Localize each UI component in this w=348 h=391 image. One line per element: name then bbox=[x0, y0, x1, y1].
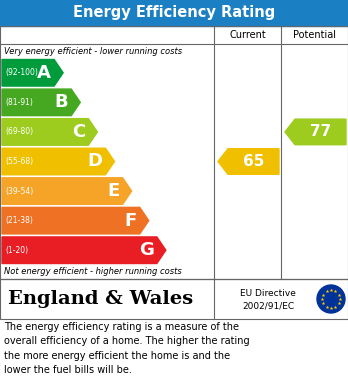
Circle shape bbox=[317, 285, 345, 313]
Text: 65: 65 bbox=[243, 154, 264, 169]
Text: Potential: Potential bbox=[293, 30, 336, 40]
Text: Very energy efficient - lower running costs: Very energy efficient - lower running co… bbox=[4, 47, 182, 56]
Polygon shape bbox=[2, 118, 97, 145]
Text: D: D bbox=[87, 152, 103, 170]
Text: A: A bbox=[37, 64, 51, 82]
Text: England & Wales: England & Wales bbox=[8, 290, 193, 308]
Text: 77: 77 bbox=[310, 124, 331, 140]
Text: (21-38): (21-38) bbox=[5, 216, 33, 225]
Polygon shape bbox=[2, 207, 149, 234]
Text: G: G bbox=[139, 241, 154, 259]
Polygon shape bbox=[218, 149, 279, 174]
Text: (92-100): (92-100) bbox=[5, 68, 38, 77]
Text: EU Directive: EU Directive bbox=[240, 289, 296, 298]
Bar bbox=[0, 26, 348, 279]
Polygon shape bbox=[2, 178, 132, 204]
Text: Energy Efficiency Rating: Energy Efficiency Rating bbox=[73, 5, 275, 20]
Polygon shape bbox=[2, 237, 166, 264]
Text: Current: Current bbox=[229, 30, 266, 40]
Text: (1-20): (1-20) bbox=[5, 246, 28, 255]
Bar bbox=[0, 279, 348, 319]
Text: 2002/91/EC: 2002/91/EC bbox=[242, 302, 294, 311]
Text: (69-80): (69-80) bbox=[5, 127, 33, 136]
Text: The energy efficiency rating is a measure of the
overall efficiency of a home. T: The energy efficiency rating is a measur… bbox=[4, 322, 250, 375]
Polygon shape bbox=[2, 89, 80, 116]
Text: (39-54): (39-54) bbox=[5, 187, 33, 196]
Text: E: E bbox=[108, 182, 120, 200]
Text: B: B bbox=[55, 93, 68, 111]
Polygon shape bbox=[2, 148, 114, 175]
Text: (81-91): (81-91) bbox=[5, 98, 33, 107]
Text: C: C bbox=[72, 123, 85, 141]
Text: F: F bbox=[125, 212, 137, 230]
Polygon shape bbox=[2, 59, 63, 86]
Text: Not energy efficient - higher running costs: Not energy efficient - higher running co… bbox=[4, 267, 182, 276]
Text: (55-68): (55-68) bbox=[5, 157, 33, 166]
Bar bbox=[0, 0, 348, 26]
Polygon shape bbox=[285, 119, 346, 145]
